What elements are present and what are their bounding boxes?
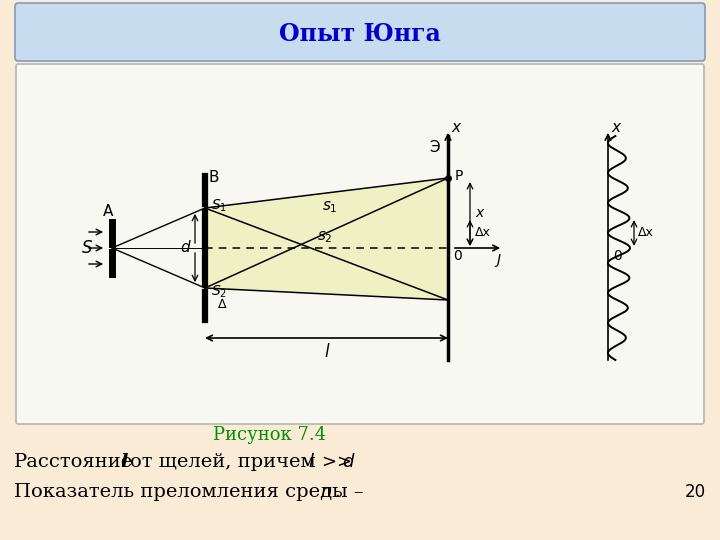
- Text: $s_1$: $s_1$: [322, 199, 338, 215]
- Text: 0: 0: [613, 249, 622, 263]
- Text: Δx: Δx: [475, 226, 491, 240]
- Text: B: B: [209, 171, 220, 186]
- Text: P: P: [455, 169, 464, 183]
- Text: d: d: [180, 240, 190, 255]
- Text: l: l: [120, 453, 127, 471]
- Text: J: J: [496, 253, 500, 267]
- Text: $l$: $l$: [308, 453, 315, 471]
- Text: A: A: [103, 205, 113, 219]
- Text: Рисунок 7.4: Рисунок 7.4: [213, 426, 327, 444]
- Text: x: x: [475, 206, 483, 220]
- Text: Δx: Δx: [638, 226, 654, 240]
- Text: x: x: [611, 120, 621, 136]
- Text: Расстояние: Расстояние: [14, 453, 133, 471]
- Text: Δ: Δ: [217, 298, 226, 310]
- Text: l: l: [324, 343, 329, 361]
- Text: 20: 20: [685, 483, 706, 501]
- Text: x: x: [451, 120, 461, 136]
- Text: .: .: [334, 483, 340, 501]
- Text: $s_2$: $s_2$: [318, 229, 333, 245]
- Text: $n$: $n$: [320, 483, 332, 501]
- Text: >>: >>: [322, 453, 358, 471]
- Text: $S_2$: $S_2$: [211, 284, 227, 300]
- FancyBboxPatch shape: [16, 64, 704, 424]
- Text: Опыт Юнга: Опыт Юнга: [279, 22, 441, 46]
- Text: $d$: $d$: [342, 453, 356, 471]
- Text: S: S: [82, 239, 92, 257]
- Text: $S_1$: $S_1$: [211, 198, 227, 214]
- Polygon shape: [205, 178, 448, 300]
- Text: от щелей, причем: от щелей, причем: [130, 453, 315, 471]
- Text: Э: Э: [428, 140, 439, 156]
- Text: Показатель преломления среды –: Показатель преломления среды –: [14, 483, 364, 501]
- FancyBboxPatch shape: [15, 3, 705, 61]
- Text: 0: 0: [454, 249, 462, 263]
